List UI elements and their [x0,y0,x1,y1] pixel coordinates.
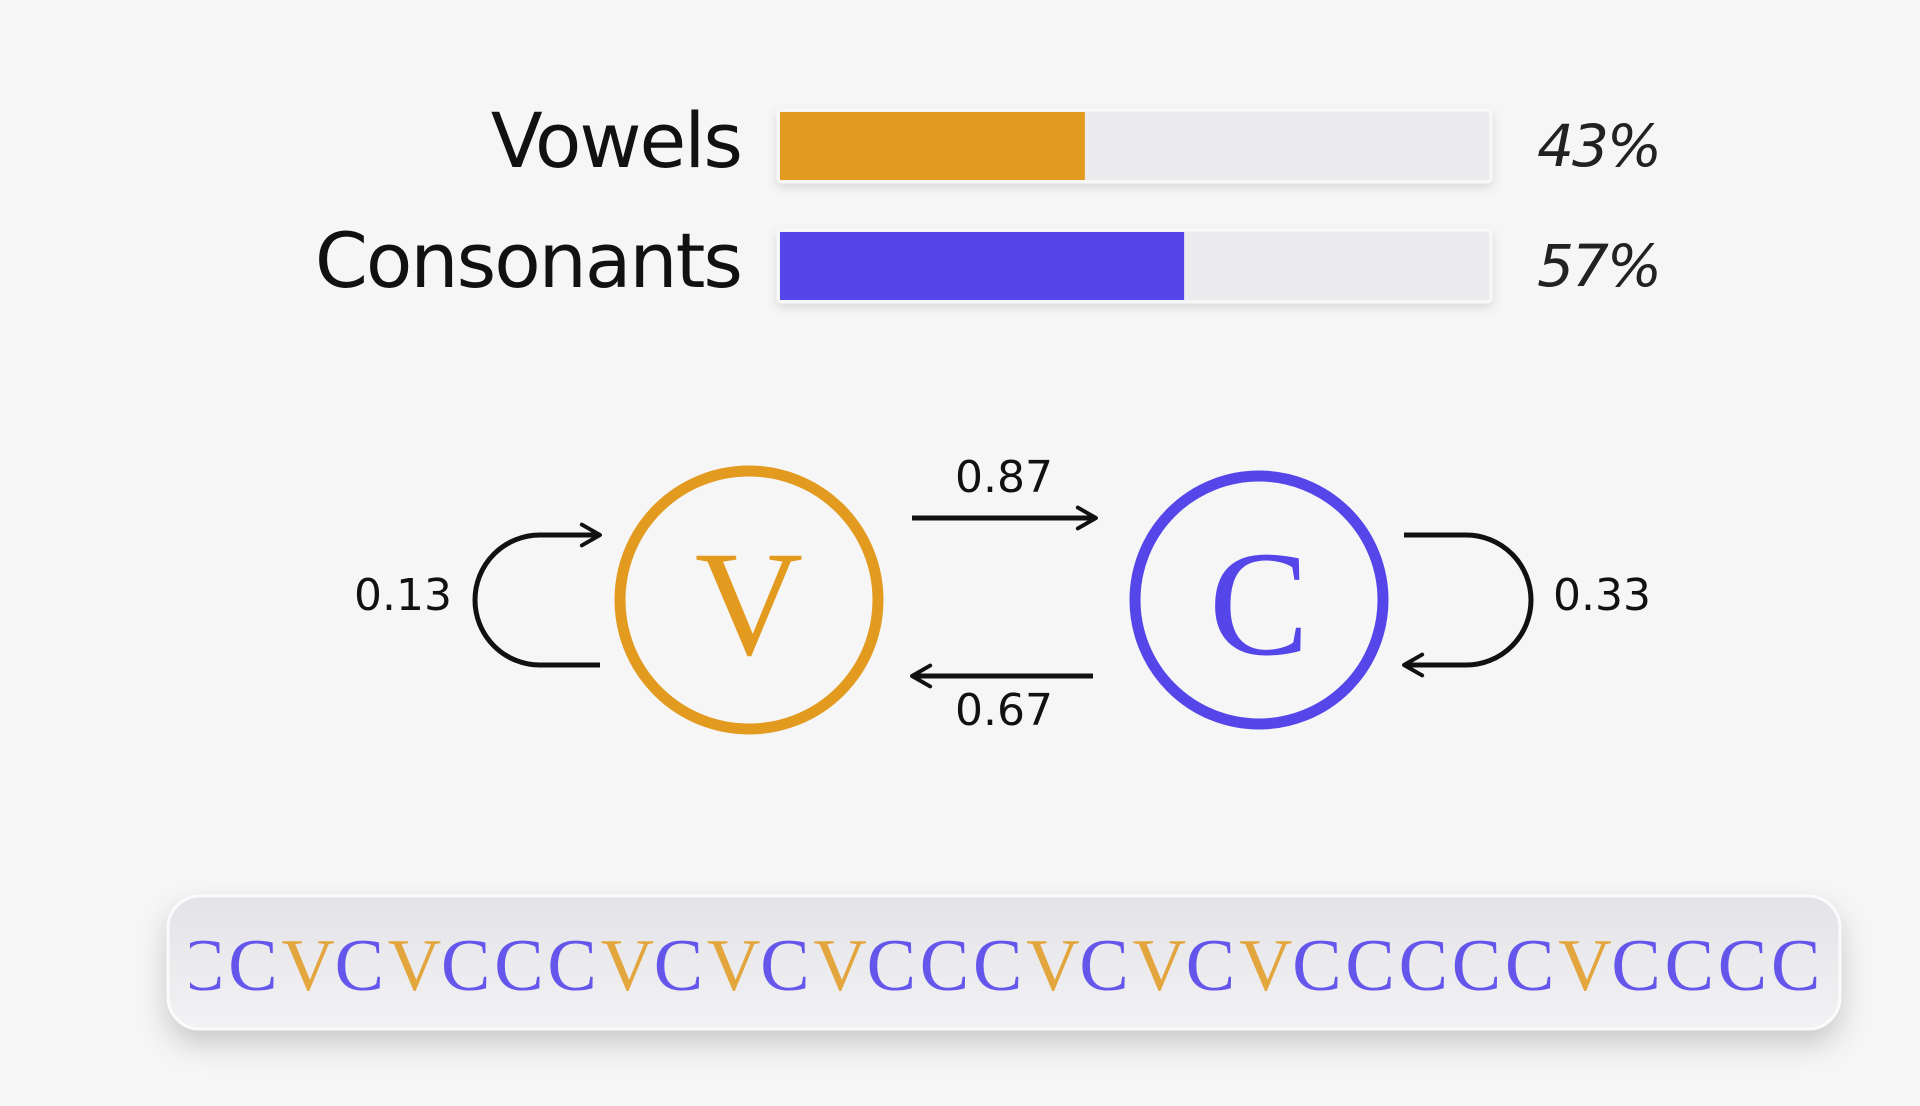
sequence-letter: C [1079,925,1128,1007]
bar-fill [780,232,1185,300]
sequence-letter: V [1239,925,1292,1007]
sequence-letter: V [1026,925,1079,1007]
sequence-letter: V [388,925,441,1007]
sequence-letter: V [601,925,654,1007]
sequence-letter: V [281,925,334,1007]
sequence-letter: C [1292,925,1341,1007]
transition-label: 0.67 [955,685,1053,736]
state-label: C [1209,521,1309,687]
bar-label: Vowels [491,96,741,185]
sequence-letter: C [175,925,224,1007]
sequence-letter: C [920,925,969,1007]
sequence-letter: C [335,925,384,1007]
sequence-letter: C [867,925,916,1007]
sequence-letter: C [973,925,1022,1007]
sequence-letter: V [1558,925,1611,1007]
self-loop-arrow [1402,532,1534,678]
sequence-letter: C [1771,925,1820,1007]
state-circle [614,465,884,735]
sequence-letter: C [1452,925,1501,1007]
state-circle [1129,470,1389,730]
bar-label: Consonants [315,216,741,305]
bars: Vowels 43% Consonants 57% [315,96,1662,305]
transition-label: 0.13 [354,570,452,621]
sequence-letter: C [654,925,703,1007]
sequence-letter: V [813,925,866,1007]
sequence-letter: C [547,925,596,1007]
bar-fill [780,112,1085,180]
sequence-letter: C [1611,925,1660,1007]
sequence-letter: V [1133,925,1186,1007]
self-loop-arrow [472,522,602,668]
bar-value-label: 57% [1537,232,1660,300]
sequence-letter: C [1186,925,1235,1007]
sequence-letter: C [1665,925,1714,1007]
sequence-letter: C [1345,925,1394,1007]
state-label: V [695,521,803,687]
sequence-letter: C [760,925,809,1007]
transition-label: 0.33 [1553,570,1651,621]
sequence-letter: C [1718,925,1767,1007]
sequence-letter: C [494,925,543,1007]
state-diagram: 0.13 0.87 0.67 0.33 V C [354,452,1651,736]
sequence-box [166,894,1842,1031]
sequence-letter: C [441,925,490,1007]
sequence-letter: C [1505,925,1554,1007]
sequence-letter: C [228,925,277,1007]
transition-label: 0.87 [955,452,1053,503]
sequence-letter: V [707,925,760,1007]
sequence-letter: C [1399,925,1448,1007]
bar-value-label: 43% [1537,112,1660,180]
